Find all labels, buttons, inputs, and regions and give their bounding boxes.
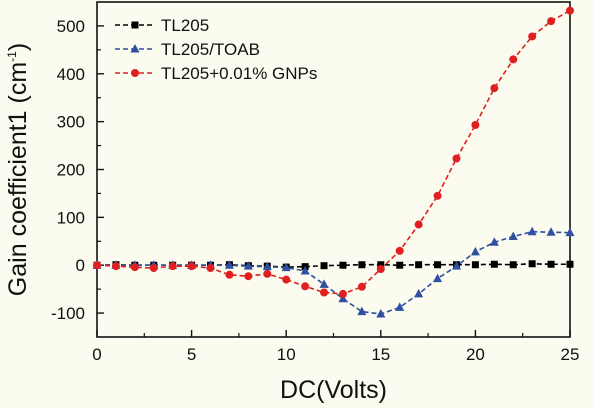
data-point [282, 275, 291, 284]
data-point [451, 261, 461, 270]
y-tick-label: 500 [57, 17, 85, 36]
data-point [528, 260, 536, 268]
x-axis-title: DC(Volts) [280, 376, 387, 404]
data-point [320, 262, 328, 270]
data-point [111, 262, 120, 271]
x-tick-label: 25 [561, 345, 580, 364]
legend-marker [130, 44, 140, 53]
data-point [414, 220, 423, 229]
data-point [339, 261, 347, 269]
data-point [433, 191, 442, 200]
data-point [187, 262, 196, 271]
data-point [243, 261, 253, 270]
data-point [509, 261, 517, 269]
data-point [528, 32, 537, 41]
data-point [93, 261, 101, 270]
x-tick-label: 0 [92, 345, 101, 364]
y-tick-label: -100 [51, 304, 85, 323]
y-tick-label: 0 [76, 256, 85, 275]
x-tick-label: 20 [466, 345, 485, 364]
data-point [566, 6, 574, 15]
x-tick-label: 5 [187, 345, 196, 364]
data-point [281, 262, 291, 272]
data-point [225, 270, 234, 279]
x-tick-label: 10 [277, 345, 296, 364]
data-point [471, 120, 480, 129]
data-point [376, 265, 385, 274]
data-point [149, 264, 158, 273]
data-point [527, 226, 537, 236]
data-point [546, 227, 556, 236]
series-line [97, 230, 571, 315]
legend-label: TL205+0.01% GNPs [161, 64, 317, 83]
data-point [470, 246, 480, 256]
data-point [395, 246, 404, 255]
data-point [130, 263, 139, 272]
data-point [300, 265, 310, 275]
data-point [357, 306, 367, 316]
data-point [490, 260, 498, 268]
y-axis-title-main: Gain coefficient1 (cm [4, 62, 32, 296]
series-2 [92, 226, 575, 318]
legend-entry: TL205+0.01% GNPs [115, 64, 317, 83]
data-point [434, 261, 442, 269]
data-point [415, 261, 423, 269]
series-line [96, 9, 571, 295]
data-point [508, 231, 518, 240]
data-point [377, 261, 385, 269]
data-point [206, 264, 215, 273]
data-point [357, 282, 366, 291]
data-point [396, 261, 404, 269]
data-point [509, 55, 518, 64]
data-point [547, 260, 555, 268]
data-point [490, 84, 499, 93]
series-3 [93, 6, 574, 298]
data-point [565, 227, 575, 237]
data-point [395, 302, 405, 311]
series-layer [92, 6, 575, 318]
y-axis-title-end: ) [4, 43, 32, 51]
data-point [471, 261, 479, 269]
data-point [301, 282, 310, 291]
y-axis-title-superscript: -1 [5, 51, 19, 62]
data-point [319, 279, 329, 288]
data-point [358, 261, 366, 269]
y-axis-title: Gain coefficient1 (cm-1) [4, 43, 32, 296]
data-point [376, 309, 386, 318]
y-tick-label: 400 [57, 65, 85, 84]
data-point [263, 269, 272, 278]
y-tick-label: 200 [57, 161, 85, 180]
data-point [244, 272, 253, 281]
data-point [338, 289, 347, 298]
data-point [414, 288, 424, 298]
series-line [96, 262, 570, 268]
y-tick-label: 300 [57, 113, 85, 132]
legend-label: TL205 [161, 16, 209, 35]
legend-entry: TL205 [115, 16, 209, 35]
legend-entry: TL205/TOAB [115, 40, 260, 59]
data-point [452, 154, 461, 163]
data-point [168, 262, 177, 271]
legend-marker [131, 21, 139, 29]
data-point [224, 260, 234, 269]
legend-marker [131, 69, 139, 77]
data-point [338, 293, 348, 303]
data-point [566, 260, 574, 268]
axes: 0 5 10 15 20 25 -100 0 100 200 300 400 500 [51, 1, 580, 364]
data-point [433, 273, 443, 283]
data-point [320, 288, 329, 297]
data-point [489, 237, 499, 246]
legend: TL205 TL205/TOAB TL205+0.01% GNPs [115, 16, 317, 83]
y-tick-label: 100 [57, 208, 85, 227]
data-point [262, 261, 272, 271]
legend-label: TL205/TOAB [161, 40, 260, 59]
data-point [547, 17, 556, 26]
x-tick-label: 15 [371, 345, 390, 364]
